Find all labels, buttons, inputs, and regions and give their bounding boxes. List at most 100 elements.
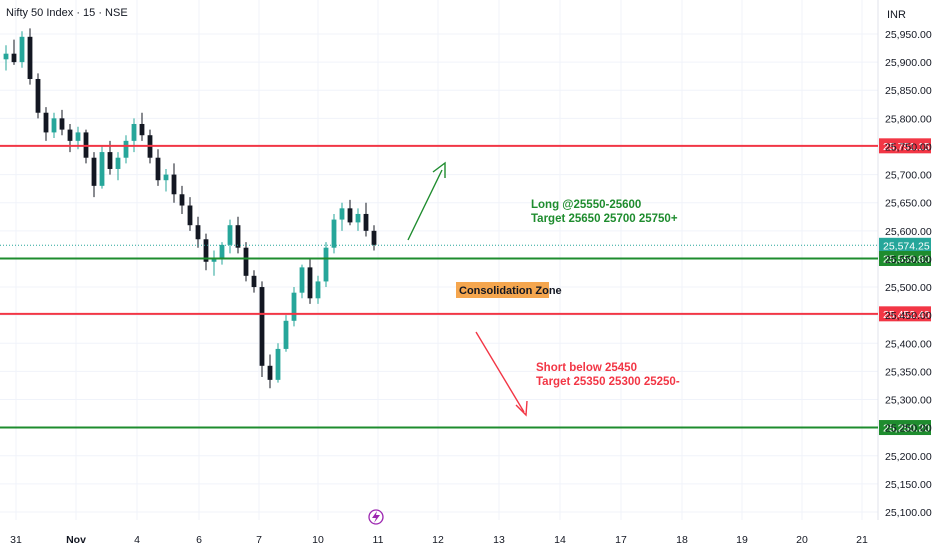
- candle: [59, 109, 65, 136]
- candle: [51, 112, 57, 139]
- y-tick-label: 25,200.00: [885, 451, 932, 463]
- y-tick-label: 25,950.00: [885, 29, 932, 41]
- candle: [139, 112, 145, 141]
- y-tick-label: 25,600.00: [885, 226, 932, 238]
- candle: [259, 281, 265, 378]
- candle: [123, 135, 129, 164]
- candle: [291, 287, 297, 327]
- candle: [267, 354, 273, 389]
- symbol-title[interactable]: Nifty 50 Index · 15 · NSE: [6, 7, 128, 19]
- candle: [307, 258, 313, 304]
- candle: [43, 107, 49, 141]
- short-entry-label: Short below 25450: [536, 362, 637, 374]
- levels: 25,751.15 25,574.2525,550.80 25,452.40 25,2…: [0, 138, 931, 436]
- candle: [115, 152, 121, 181]
- y-tick-label: 25,450.00: [885, 310, 932, 322]
- candle: [355, 208, 361, 231]
- candle: [171, 163, 177, 203]
- x-tick-label: Nov: [66, 534, 86, 546]
- candle: [3, 45, 9, 71]
- short-arrow: [475, 331, 528, 417]
- short-target-label: Target 25350 25300 25250-: [536, 376, 680, 388]
- y-tick-label: 25,700.00: [885, 170, 932, 182]
- x-tick-label: 17: [615, 534, 627, 546]
- y-tick-label: 25,250.00: [885, 423, 932, 435]
- candle: [11, 39, 17, 65]
- candle: [347, 199, 353, 226]
- y-tick-label: 25,650.00: [885, 198, 932, 210]
- chart-grid: [0, 0, 878, 520]
- long-target-label: Target 25650 25700 25750+: [531, 213, 678, 225]
- price-badge-resistance-lower: [879, 306, 931, 322]
- candle: [187, 197, 193, 231]
- candle: [275, 343, 281, 383]
- y-axis: 25,950.00 25,900.00 25,850.00 25,800.00 25,7…: [885, 29, 932, 519]
- price-badge-resistance-top: [879, 138, 931, 154]
- candle: [203, 233, 209, 271]
- candle: [163, 168, 169, 192]
- candle: [235, 216, 241, 254]
- x-tick-label: 20: [796, 534, 808, 546]
- candle: [67, 123, 73, 153]
- x-tick-label: 12: [432, 534, 444, 546]
- candle: [315, 275, 321, 304]
- candle: [195, 216, 201, 248]
- candle: [35, 73, 41, 119]
- candle: [299, 264, 305, 299]
- price-badge-label: 25,751.15: [883, 141, 930, 153]
- currency-label: INR: [887, 9, 906, 21]
- candle: [155, 149, 161, 186]
- x-tick-label: 18: [676, 534, 688, 546]
- candle: [323, 242, 329, 288]
- price-badge-current-price: [879, 237, 931, 253]
- candle: [331, 213, 337, 254]
- consolidation-zone-badge: [456, 282, 549, 298]
- candle: [227, 219, 233, 254]
- x-tick-label: 31: [10, 534, 22, 546]
- y-tick-label: 25,150.00: [885, 479, 932, 491]
- candle: [211, 250, 217, 276]
- long-arrow: [407, 161, 446, 241]
- y-tick-label: 25,400.00: [885, 338, 932, 350]
- y-tick-label: 25,100.00: [885, 507, 932, 519]
- price-badge-support-bottom: [879, 420, 931, 436]
- y-tick-label: 25,350.00: [885, 366, 932, 378]
- candles: [3, 28, 377, 389]
- candle: [91, 152, 97, 198]
- x-tick-label: 7: [256, 534, 262, 546]
- candle: [27, 28, 33, 85]
- long-entry-label: Long @25550-25600: [531, 199, 641, 211]
- x-tick-label: 13: [493, 534, 505, 546]
- candle: [243, 242, 249, 282]
- candle: [131, 118, 137, 153]
- candle: [179, 185, 185, 214]
- candle: [363, 202, 369, 237]
- candle: [19, 31, 25, 68]
- price-badge-label: 25,250.20: [883, 423, 930, 435]
- y-tick-label: 25,900.00: [885, 57, 932, 69]
- candle: [283, 315, 289, 352]
- x-axis: 31 Nov 4 6 7 10 11 12 13 14 17 18 19 20 21: [10, 534, 868, 546]
- candle: [251, 270, 257, 293]
- x-tick-label: 11: [373, 534, 384, 546]
- y-tick-label: 25,750.00: [885, 141, 932, 153]
- candle: [219, 242, 225, 265]
- consolidation-zone-label: Consolidation Zone: [459, 285, 562, 297]
- x-tick-label: 14: [554, 534, 566, 546]
- x-tick-label: 4: [134, 534, 140, 546]
- price-badge-label: 25,550.80: [883, 253, 930, 265]
- x-tick-label: 10: [312, 534, 324, 546]
- y-tick-label: 25,550.00: [885, 254, 932, 266]
- price-badge-label: 25,452.40: [883, 309, 930, 321]
- lightning-icon[interactable]: [368, 509, 384, 525]
- x-tick-label: 21: [856, 534, 868, 546]
- candle: [339, 202, 345, 231]
- price-badge-support-upper: [879, 250, 931, 266]
- x-tick-label: 6: [196, 534, 202, 546]
- price-badge-label: 25,574.25: [883, 240, 930, 252]
- y-tick-label: 25,300.00: [885, 395, 932, 407]
- y-tick-label: 25,800.00: [885, 113, 932, 125]
- candle: [371, 225, 377, 251]
